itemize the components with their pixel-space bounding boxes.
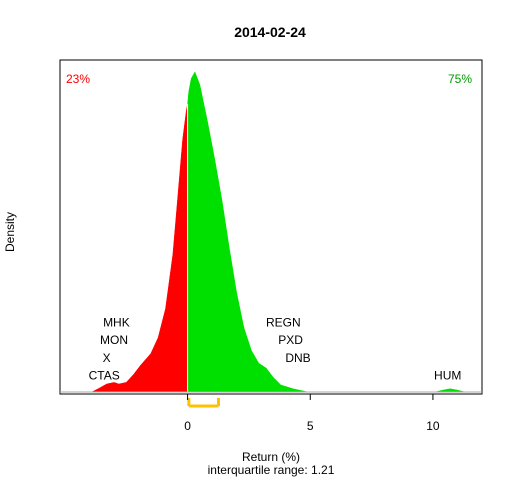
y-axis-label: Density [3, 212, 17, 252]
negative-return-area [91, 103, 188, 393]
x-axis: 0 5 10 [184, 394, 440, 433]
x-axis-label: Return (%) [242, 450, 300, 464]
plot-frame [59, 59, 483, 395]
density-area-layer [91, 71, 465, 393]
x-tick-label-10: 10 [426, 419, 440, 433]
chart-title: 2014-02-24 [234, 24, 306, 40]
iqr-bracket [187, 398, 220, 408]
iqr-subtitle: interquartile range: 1.21 [208, 463, 335, 477]
pct-below-zero-label: 23% [66, 72, 90, 86]
x-tick-label-0: 0 [184, 419, 191, 433]
ticker-label-pxd: PXD [278, 333, 303, 347]
annotation-layer: MHK MON X CTAS REGN PXD DNB HUM [89, 316, 462, 383]
ticker-label-regn: REGN [266, 316, 301, 330]
ticker-label-mhk: MHK [103, 316, 130, 330]
ticker-label-ctas: CTAS [89, 368, 120, 382]
ticker-label-dnb: DNB [285, 351, 310, 365]
pct-above-zero-label: 75% [448, 72, 472, 86]
ticker-label-hum: HUM [434, 368, 461, 382]
x-tick-label-5: 5 [307, 419, 314, 433]
ticker-label-x: X [103, 351, 111, 365]
positive-return-area [187, 71, 465, 393]
ticker-label-mon: MON [100, 333, 128, 347]
